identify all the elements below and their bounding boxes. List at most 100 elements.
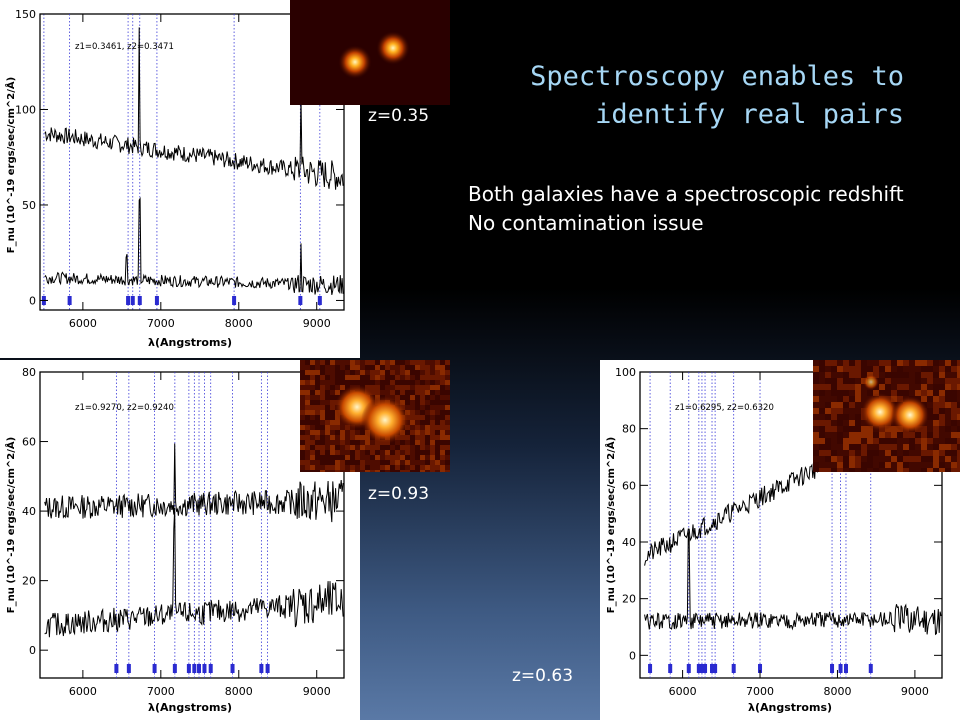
y-tick-label: 0: [29, 294, 36, 307]
line-marker-tag: [197, 664, 202, 673]
bullet-item: No contamination issue: [468, 211, 704, 235]
line-marker-tag: [731, 664, 736, 673]
x-tick-label: 6000: [669, 685, 697, 698]
x-tick-labels: 6000 7000 8000 9000: [69, 685, 331, 698]
x-tick-label: 8000: [225, 317, 253, 330]
spectrum-line-1: [44, 27, 344, 190]
x-tick-label: 6000: [69, 685, 97, 698]
line-marker-tag: [114, 664, 119, 673]
line-marker-tag: [699, 664, 704, 673]
slide-title: Spectroscopy enables to identify real pa…: [470, 58, 904, 134]
galaxy-a: [338, 45, 372, 79]
line-marker-tag: [130, 296, 135, 305]
galaxy-b: [361, 396, 409, 444]
galaxy-pair-image-z035: [290, 0, 450, 105]
galaxy-pair-z035-graphic: [290, 0, 450, 105]
y-tick-label: 100: [615, 366, 636, 379]
x-tick-label: 8000: [225, 685, 253, 698]
redshift-label-bottom-left: z=0.93: [368, 484, 430, 504]
x-tick-labels: 6000 7000 8000 9000: [669, 685, 929, 698]
line-markers: [114, 372, 270, 678]
y-tick-label: 60: [22, 436, 36, 449]
x-tick-label: 9000: [901, 685, 929, 698]
x-tick-labels: 6000 7000 8000 9000: [69, 317, 331, 330]
galaxy-b: [891, 396, 929, 434]
line-marker-tag: [713, 664, 718, 673]
y-tick-labels: 0 50 100 150: [15, 8, 36, 307]
x-tick-label: 6000: [69, 317, 97, 330]
line-marker-tag: [317, 296, 322, 305]
x-tick-label: 7000: [147, 685, 175, 698]
y-tick-label: 150: [15, 8, 36, 21]
line-marker-tag: [298, 296, 303, 305]
line-marker-tag: [192, 664, 197, 673]
plot-frame: [639, 371, 943, 679]
spectrum-line-2: [644, 530, 942, 636]
line-marker-tag: [843, 664, 848, 673]
y-tick-label: 20: [22, 575, 36, 588]
y-tick-label: 80: [622, 423, 636, 436]
line-marker-tag: [137, 296, 142, 305]
line-marker-tag: [686, 664, 691, 673]
galaxy-b: [376, 31, 410, 65]
redshift-label-top-left: z=0.35: [368, 106, 430, 126]
line-marker-tag: [703, 664, 708, 673]
redshift-annotation: z1=0.9270, z2=0.9240: [75, 403, 174, 413]
line-marker-tag: [838, 664, 843, 673]
line-marker-tag: [202, 664, 207, 673]
line-marker-tag: [259, 664, 264, 673]
y-axis-label: F_nu (10^-19 ergs/sec/cm^2/Å): [604, 437, 617, 613]
y-tick-label: 60: [622, 479, 636, 492]
line-marker-tag: [232, 296, 237, 305]
galaxy-pair-z063-graphic: [813, 360, 960, 472]
galaxy-c: [863, 374, 879, 390]
x-tick-label: 7000: [147, 317, 175, 330]
y-axis-label: F_nu (10^-19 ergs/sec/cm^2/Å): [4, 437, 17, 613]
line-marker-tag: [67, 296, 72, 305]
y-tick-label: 40: [622, 536, 636, 549]
plot-frame: [39, 371, 345, 679]
y-axis-label: F_nu (10^-19 ergs/sec/cm^2/Å): [4, 77, 17, 253]
line-marker-tag: [154, 296, 159, 305]
line-marker-tag: [696, 664, 701, 673]
y-tick-label: 100: [15, 103, 36, 116]
line-marker-tag: [126, 296, 131, 305]
x-axis-label: λ(Angstroms): [148, 336, 232, 349]
spectrum-plot-bottom-left: z1=0.9270, z2=0.9240 λ(Angstroms) F_nu (…: [4, 366, 345, 714]
line-marker-tag: [758, 664, 763, 673]
slide-title-line-2: identify real pairs: [595, 99, 904, 130]
y-tick-labels: 0 20 40 60 80 100: [615, 366, 636, 662]
galaxy-pair-image-z093: [300, 360, 450, 472]
x-tick-label: 7000: [746, 685, 774, 698]
line-marker-tag: [208, 664, 213, 673]
axis-ticks: [40, 371, 344, 678]
slide-title-line-1: Spectroscopy enables to: [530, 61, 904, 92]
redshift-annotation: z1=0.6295, z2=0.6320: [675, 403, 774, 413]
spectrum-line-1: [44, 443, 344, 523]
redshift-annotation: z1=0.3461, z2=0.3471: [75, 42, 174, 52]
x-tick-label: 8000: [823, 685, 851, 698]
y-tick-label: 0: [629, 649, 636, 662]
x-tick-label: 9000: [303, 317, 331, 330]
x-tick-label: 9000: [303, 685, 331, 698]
line-marker-tag: [868, 664, 873, 673]
spectrum-line-2: [44, 196, 344, 296]
plot-frame: [39, 13, 345, 311]
y-tick-label: 0: [29, 644, 36, 657]
line-marker-tag: [186, 664, 191, 673]
line-marker-tag: [710, 664, 715, 673]
line-marker-tag: [172, 664, 177, 673]
y-tick-label: 80: [22, 366, 36, 379]
x-axis-label: λ(Angstroms): [148, 701, 232, 714]
y-tick-label: 50: [22, 199, 36, 212]
x-axis-label: λ(Angstroms): [748, 701, 832, 714]
spectrum-line-2: [44, 507, 344, 638]
bullet-item: Both galaxies have a spectroscopic redsh…: [468, 182, 904, 206]
bullet-list: Both galaxies have a spectroscopic redsh…: [468, 180, 904, 238]
galaxy-pair-z093-graphic: [300, 360, 450, 472]
line-marker-tag: [126, 664, 131, 673]
line-marker-tag: [648, 664, 653, 673]
redshift-label-bottom-right: z=0.63: [512, 666, 574, 686]
line-marker-tag: [668, 664, 673, 673]
line-marker-tag: [830, 664, 835, 673]
